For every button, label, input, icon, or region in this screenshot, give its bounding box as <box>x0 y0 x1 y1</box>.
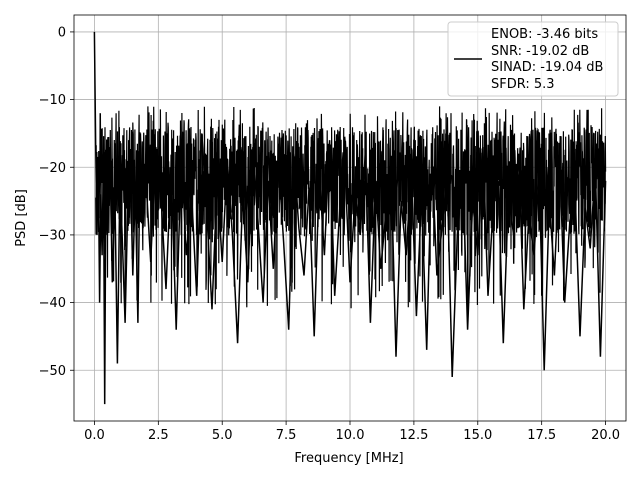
y-tick-label: −40 <box>39 296 66 311</box>
y-axis-ticks: 0 −10 −20 −30 −40 −50 <box>39 25 74 379</box>
x-tick-label: 17.5 <box>527 428 556 443</box>
y-tick-label: 0 <box>58 25 66 40</box>
x-axis-label: Frequency [MHz] <box>294 451 403 466</box>
legend-box <box>447 21 619 97</box>
y-axis-label: PSD [dB] <box>14 189 29 247</box>
y-tick-label: −10 <box>39 93 66 108</box>
x-tick-label: 5.0 <box>212 428 233 443</box>
legend: ENOB: -3.46 bits SNR: -19.02 dB SINAD: -… <box>447 21 619 97</box>
y-tick-label: −30 <box>39 228 66 243</box>
y-tick-label: −20 <box>39 161 66 176</box>
x-axis-ticks: 0.0 2.5 5.0 7.5 10.0 12.5 15.0 17.5 20.0 <box>84 421 620 443</box>
x-tick-label: 0.0 <box>84 428 105 443</box>
x-tick-label: 15.0 <box>463 428 492 443</box>
legend-sinad: SINAD: -19.04 dB <box>491 60 603 75</box>
legend-sfdr: SFDR: 5.3 <box>491 77 555 92</box>
x-tick-label: 10.0 <box>336 428 365 443</box>
y-tick-label: −50 <box>39 364 66 379</box>
x-tick-label: 20.0 <box>591 428 620 443</box>
psd-series-line <box>93 31 607 405</box>
x-tick-label: 2.5 <box>148 428 169 443</box>
legend-snr: SNR: -19.02 dB <box>491 44 589 59</box>
x-tick-label: 7.5 <box>276 428 297 443</box>
legend-enob: ENOB: -3.46 bits <box>491 27 598 42</box>
x-tick-label: 12.5 <box>399 428 428 443</box>
